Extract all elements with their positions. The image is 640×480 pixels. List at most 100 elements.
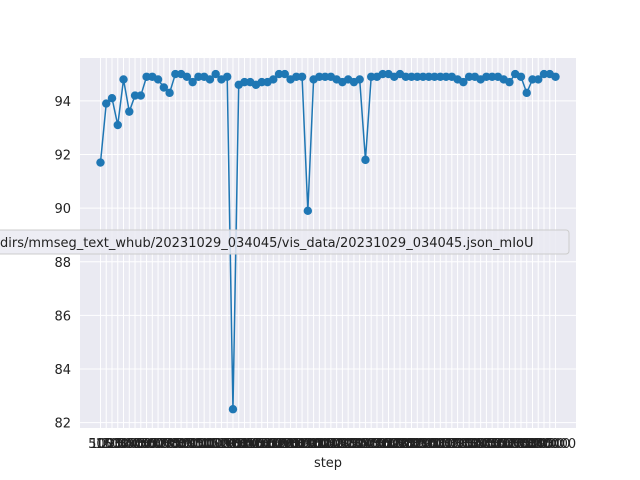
y-tick-label: 84 <box>54 363 71 378</box>
x-tick-label: 22000 <box>327 437 368 452</box>
x-tick-label: 5500 <box>142 437 175 452</box>
x-tick-label: 35500 <box>483 437 524 452</box>
data-point <box>551 72 560 81</box>
data-point <box>487 72 497 81</box>
x-tick-label: 15500 <box>253 437 294 452</box>
data-point <box>482 72 491 81</box>
x-tick-label: 33500 <box>460 437 501 452</box>
data-point <box>320 72 330 81</box>
data-point <box>315 72 324 81</box>
x-tick-label: 18500 <box>287 437 328 452</box>
data-point <box>303 206 313 216</box>
x-tick-label: 1000 <box>90 437 123 452</box>
legend-box <box>0 229 570 255</box>
x-tick-label: 14500 <box>241 437 282 452</box>
data-point <box>367 72 376 81</box>
data-point <box>165 88 174 98</box>
data-points <box>96 69 560 414</box>
y-tick-labels: 82 84 86 88 90 92 94 <box>54 95 71 432</box>
x-tick-label: 4000 <box>124 437 157 452</box>
x-tick-label: 13000 <box>224 437 265 452</box>
data-point <box>113 120 122 130</box>
x-tick-label: 29500 <box>414 437 455 452</box>
data-point <box>274 69 284 79</box>
x-tick-label: 3500 <box>118 437 151 452</box>
x-tick-label: 24000 <box>351 437 392 452</box>
x-tick-label: 500 <box>88 437 113 452</box>
x-tick-label: 34500 <box>471 437 512 452</box>
x-tick-label: 21000 <box>316 437 357 452</box>
x-tick-label: 11500 <box>207 437 248 452</box>
x-tick-label: 28500 <box>402 437 443 452</box>
x-tick-label: 16000 <box>258 437 299 452</box>
data-point <box>441 72 451 81</box>
x-tick-labels: 5001000150020002500300035004000450050005… <box>88 437 576 452</box>
x-tick-label: 23500 <box>345 437 386 452</box>
legend: dirs/mmseg_text_whub/20231029_034045/vis… <box>0 229 570 255</box>
x-tick-label: 38500 <box>518 437 559 452</box>
x-tick-label: 17500 <box>276 437 317 452</box>
x-tick-label: 8500 <box>176 437 209 452</box>
x-tick-label: 40000 <box>535 437 576 452</box>
x-tick-label: 16500 <box>264 437 305 452</box>
data-point <box>430 72 439 81</box>
data-point <box>522 88 531 98</box>
data-point <box>182 72 192 81</box>
x-tick-label: 37000 <box>500 437 541 452</box>
x-tick-label: 12000 <box>212 437 253 452</box>
data-point <box>205 75 215 84</box>
data-point <box>142 72 151 81</box>
x-tick-label: 30000 <box>420 437 461 452</box>
x-tick-label: 6500 <box>153 437 186 452</box>
x-tick-label: 6000 <box>147 437 180 452</box>
data-point <box>464 72 474 81</box>
data-point <box>96 158 105 167</box>
x-tick-label: 37500 <box>506 437 547 452</box>
x-tick-label: 33000 <box>454 437 495 452</box>
x-tick-label: 27000 <box>385 437 426 452</box>
x-tick-label: 39000 <box>523 437 564 452</box>
data-point <box>280 69 289 79</box>
data-point <box>257 77 266 87</box>
x-tick-label: 2500 <box>107 437 140 452</box>
x-tick-label: 36500 <box>495 437 536 452</box>
x-tick-label: 34000 <box>466 437 507 452</box>
data-point <box>413 72 422 81</box>
x-axis-label: step <box>314 456 342 471</box>
data-point <box>153 75 163 84</box>
x-tick-label: 28000 <box>397 437 438 452</box>
data-point <box>107 94 117 103</box>
x-tick-label: 7000 <box>159 437 192 452</box>
x-tick-label: 8000 <box>170 437 203 452</box>
x-tick-label: 23000 <box>339 437 380 452</box>
legend-entry-label: dirs/mmseg_text_whub/20231029_034045/vis… <box>0 236 534 251</box>
data-point <box>171 69 180 79</box>
data-point <box>240 77 249 87</box>
y-tick-label: 88 <box>54 256 71 271</box>
x-tick-label: 5000 <box>136 437 169 452</box>
data-point <box>102 99 111 108</box>
x-tick-label: 10500 <box>195 437 236 452</box>
data-point <box>407 72 416 81</box>
x-tick-label: 13500 <box>230 437 271 452</box>
y-tick-label: 90 <box>54 202 71 217</box>
y-tick-label: 82 <box>54 417 71 432</box>
x-tick-label: 15000 <box>247 437 288 452</box>
data-point <box>125 107 134 116</box>
data-point <box>188 77 197 87</box>
x-tick-label: 32500 <box>448 437 489 452</box>
x-tick-label: 22500 <box>333 437 374 452</box>
x-tick-label: 25500 <box>368 437 409 452</box>
x-tick-label: 32000 <box>443 437 484 452</box>
data-point <box>436 72 445 81</box>
data-point <box>378 69 387 79</box>
x-tick-label: 30500 <box>425 437 466 452</box>
y-tick-label: 86 <box>54 309 71 324</box>
data-point <box>136 91 145 100</box>
x-tick-label: 9500 <box>188 437 221 452</box>
x-tick-label: 18000 <box>281 437 322 452</box>
x-tick-label: 25000 <box>362 437 403 452</box>
x-tick-label: 19000 <box>293 437 334 452</box>
x-tick-label: 24500 <box>356 437 397 452</box>
x-tick-label: 17000 <box>270 437 311 452</box>
